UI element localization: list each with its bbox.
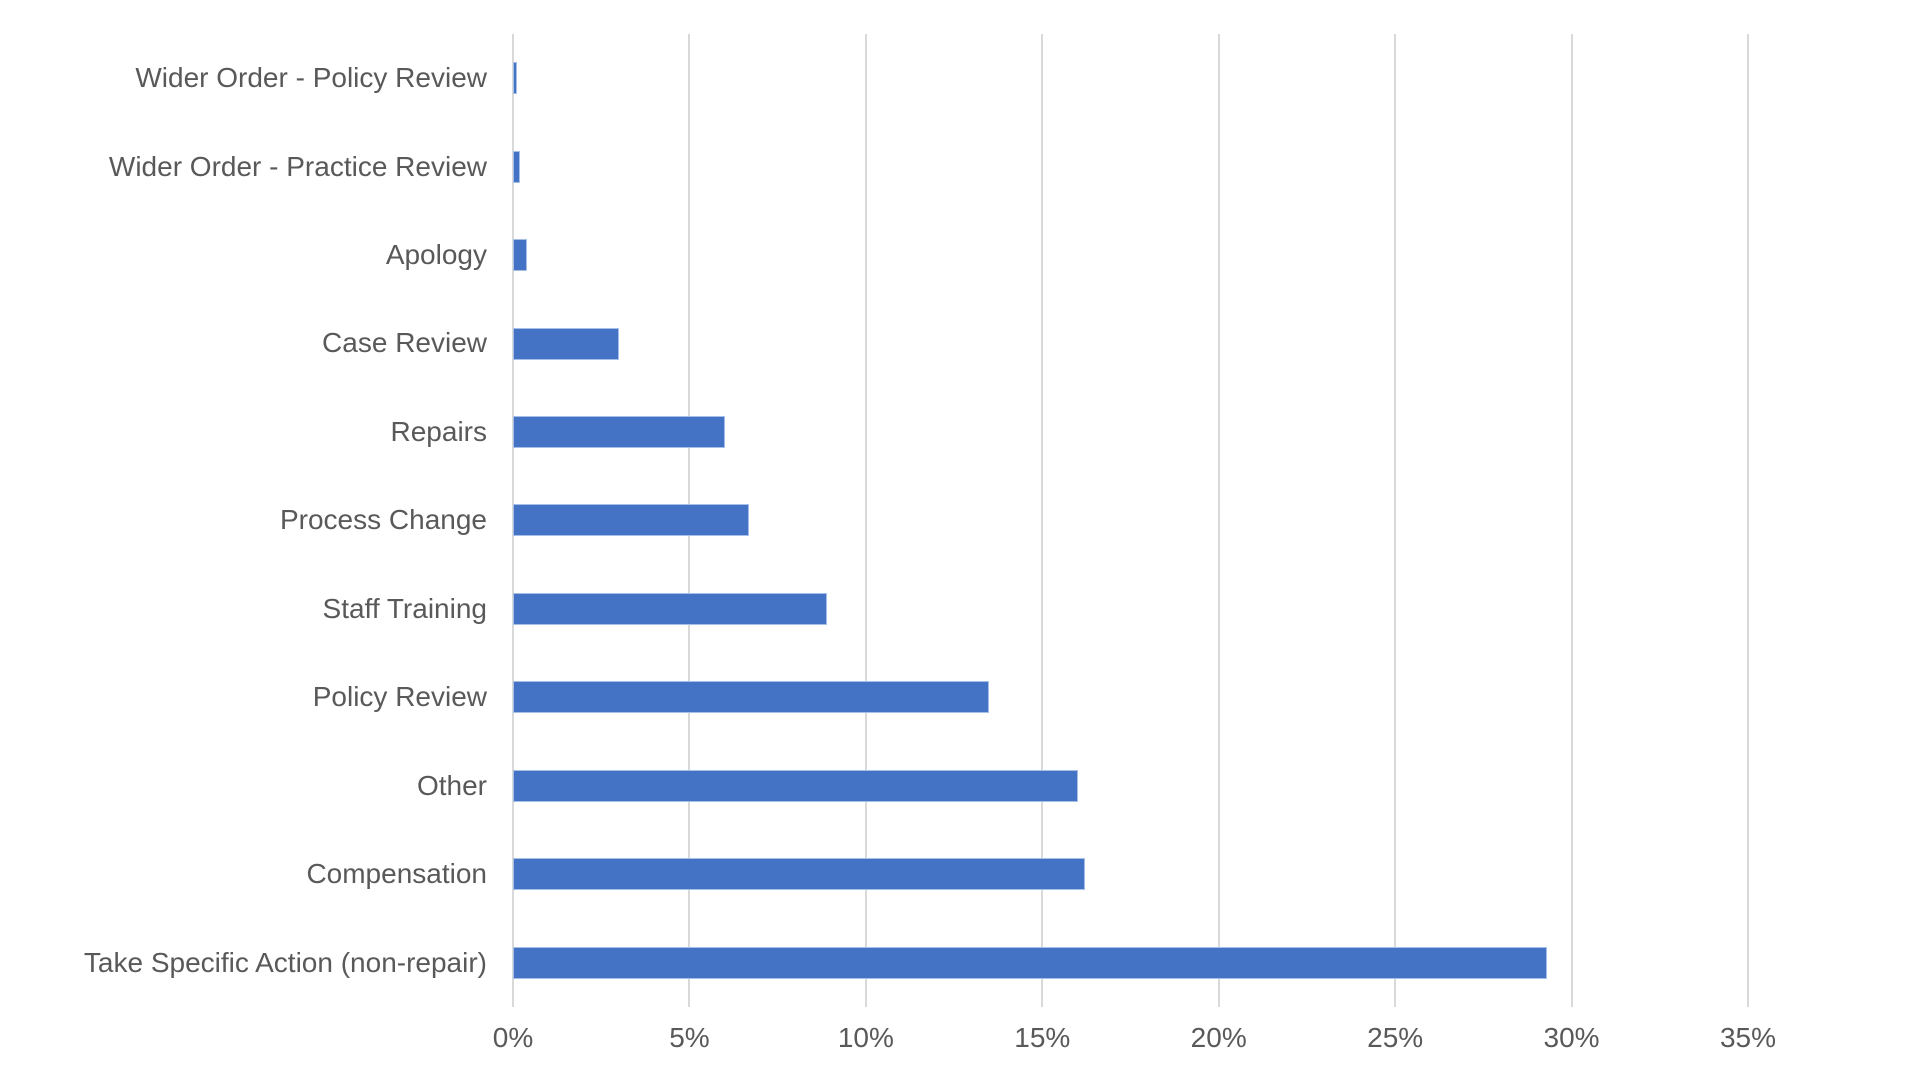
category-label: Case Review [322, 327, 487, 359]
bar [513, 681, 990, 714]
bar-row: Policy Review [0, 653, 1920, 741]
x-tick-label: 20% [1190, 1022, 1247, 1053]
bar [513, 327, 619, 360]
category-label: Take Specific Action (non-repair) [83, 946, 487, 978]
category-label: Compensation [306, 858, 487, 890]
bar-row: Repairs [0, 388, 1920, 476]
gridline [1217, 34, 1220, 1007]
bar [513, 62, 517, 95]
bar [513, 946, 1547, 979]
category-label: Wider Order - Practice Review [108, 150, 487, 182]
bar-row: Wider Order - Policy Review [0, 34, 1920, 122]
x-tick-label: 15% [1014, 1022, 1071, 1053]
bar-rows: Wider Order - Policy Review Wider Order -… [0, 34, 1920, 1007]
gridline [1570, 34, 1573, 1007]
gridline [1394, 34, 1397, 1007]
x-tick-label: 5% [669, 1022, 710, 1053]
bar [513, 239, 528, 272]
bar-row: Staff Training [0, 565, 1920, 653]
bar-row: Compensation [0, 830, 1920, 918]
gridline [1041, 34, 1044, 1007]
x-tick-label: 35% [1719, 1022, 1777, 1053]
x-tick-label: 0% [492, 1022, 534, 1053]
bar-row: Case Review [0, 299, 1920, 387]
category-label: Apology [385, 239, 487, 271]
x-tick-label: 25% [1367, 1022, 1424, 1053]
category-label: Other [416, 769, 487, 801]
bar-row: Apology [0, 211, 1920, 299]
gridline [1747, 34, 1749, 1007]
x-axis: 0% 5% 10% 15% 20% 25% 30% 35% [493, 1020, 1776, 1064]
bar [513, 592, 828, 625]
category-label: Process Change [279, 504, 487, 536]
bar [513, 858, 1085, 891]
category-label: Policy Review [312, 681, 487, 713]
bar [513, 769, 1078, 802]
bar-row: Take Specific Action (non-repair) [0, 919, 1920, 1007]
bar-row: Wider Order - Practice Review [0, 122, 1920, 210]
category-label: Staff Training [322, 592, 487, 624]
bar [513, 504, 750, 537]
x-tick-label: 10% [837, 1022, 894, 1053]
bar [513, 416, 725, 449]
category-label: Wider Order - Policy Review [135, 62, 487, 94]
gridline [864, 34, 867, 1007]
category-label: Repairs [390, 415, 487, 447]
bar-row: Process Change [0, 476, 1920, 564]
bar [513, 150, 521, 183]
bar-row: Other [0, 742, 1920, 830]
x-tick-label: 30% [1543, 1022, 1600, 1053]
